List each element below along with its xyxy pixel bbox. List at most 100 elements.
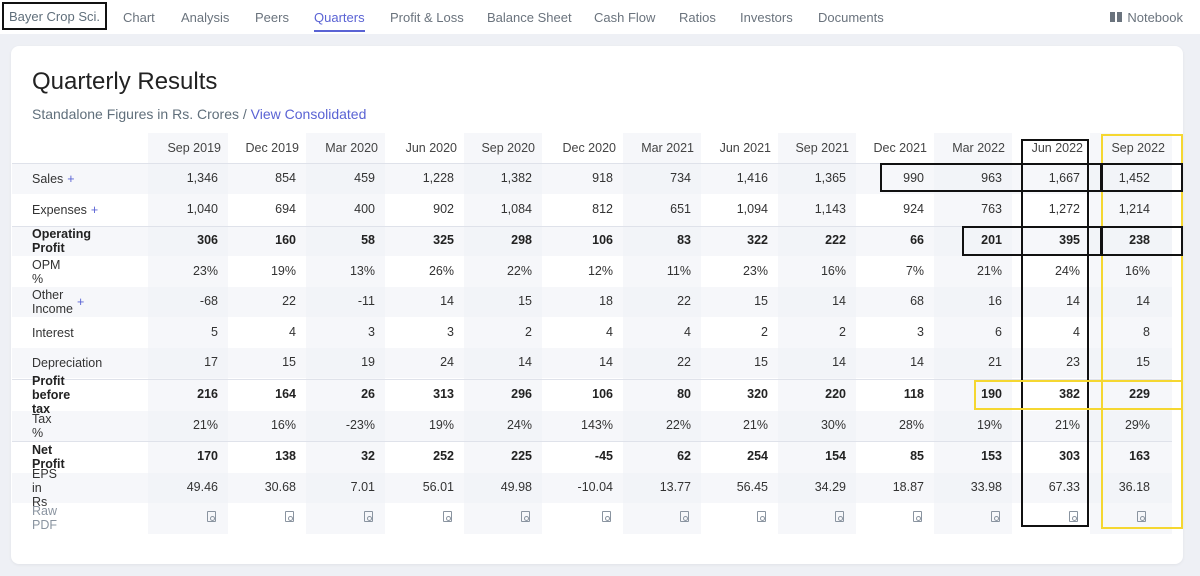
raw-pdf-link[interactable] bbox=[778, 511, 856, 525]
tab-peers[interactable]: Peers bbox=[255, 9, 289, 25]
table-cell: 19% bbox=[270, 264, 296, 278]
row-label[interactable]: Expenses + bbox=[32, 201, 98, 219]
table-cell: 22% bbox=[506, 264, 532, 278]
row-label-text: Depreciation bbox=[32, 356, 103, 370]
raw-pdf-link[interactable] bbox=[228, 511, 306, 525]
tab-documents[interactable]: Documents bbox=[818, 9, 884, 25]
table-cell: 2 bbox=[761, 325, 768, 339]
table-cell: 154 bbox=[825, 449, 846, 463]
column-header: Dec 2021 bbox=[873, 141, 927, 155]
table-cell: 651 bbox=[670, 202, 691, 216]
table-cell: 17 bbox=[204, 355, 218, 369]
tab-ratios[interactable]: Ratios bbox=[679, 9, 716, 25]
raw-pdf-link[interactable] bbox=[1090, 511, 1172, 525]
table-cell: 1,365 bbox=[814, 171, 846, 185]
table-cell: 252 bbox=[433, 449, 454, 463]
table-cell: 24 bbox=[440, 355, 454, 369]
table-cell: 763 bbox=[981, 202, 1002, 216]
pdf-icon bbox=[285, 511, 294, 522]
table-cell: 918 bbox=[592, 171, 613, 185]
company-name[interactable]: Bayer Crop Sci. bbox=[2, 2, 107, 30]
row-band bbox=[12, 226, 1172, 256]
raw-pdf-link[interactable] bbox=[856, 511, 934, 525]
table-cell: 14 bbox=[832, 355, 846, 369]
view-consolidated-link[interactable]: View Consolidated bbox=[250, 106, 367, 122]
pdf-icon bbox=[757, 511, 766, 522]
raw-pdf-link[interactable] bbox=[464, 511, 542, 525]
table-cell: 5 bbox=[211, 325, 218, 339]
column-header: Jun 2021 bbox=[719, 141, 771, 155]
raw-pdf-link[interactable] bbox=[1012, 511, 1090, 525]
table-cell: 225 bbox=[511, 449, 532, 463]
table-cell: 21% bbox=[742, 418, 768, 432]
table-cell: 153 bbox=[981, 449, 1002, 463]
row-band bbox=[12, 473, 1172, 503]
column-header: Jun 2022 bbox=[1031, 141, 1083, 155]
tab-investors[interactable]: Investors bbox=[740, 9, 793, 25]
table-cell: 21% bbox=[1054, 418, 1080, 432]
table-cell: 298 bbox=[511, 233, 532, 247]
table-cell: 24% bbox=[1054, 264, 1080, 278]
table-cell: 68 bbox=[910, 294, 924, 308]
table-cell: 963 bbox=[981, 171, 1002, 185]
tab-chart[interactable]: Chart bbox=[123, 9, 155, 25]
expand-plus-icon[interactable]: + bbox=[76, 295, 85, 309]
table-cell: 14 bbox=[440, 294, 454, 308]
table-cell: 14 bbox=[910, 355, 924, 369]
raw-pdf-link[interactable] bbox=[542, 511, 623, 525]
tab-cash-flow[interactable]: Cash Flow bbox=[594, 9, 656, 25]
raw-pdf-link[interactable] bbox=[701, 511, 778, 525]
table-cell: 56.01 bbox=[422, 480, 454, 494]
table-cell: 66 bbox=[910, 233, 924, 247]
tab-profit-loss[interactable]: Profit & Loss bbox=[390, 9, 464, 25]
table-cell: 13% bbox=[349, 264, 375, 278]
expand-plus-icon[interactable]: + bbox=[90, 203, 99, 217]
table-cell: 15 bbox=[1136, 355, 1150, 369]
row-label[interactable]: Other Income + bbox=[32, 288, 85, 316]
table-cell: 2 bbox=[839, 325, 846, 339]
row-label-text: Profit before tax bbox=[32, 374, 71, 416]
table-cell: 22% bbox=[665, 418, 691, 432]
tab-quarters[interactable]: Quarters bbox=[314, 0, 365, 34]
row-label[interactable]: Sales + bbox=[32, 170, 75, 188]
table-cell: 62 bbox=[677, 449, 691, 463]
column-header: Sep 2021 bbox=[795, 141, 849, 155]
pdf-icon bbox=[602, 511, 611, 522]
raw-pdf-link[interactable] bbox=[623, 511, 701, 525]
table-cell: 18 bbox=[599, 294, 613, 308]
table-cell: 3 bbox=[447, 325, 454, 339]
table-cell: 22 bbox=[677, 355, 691, 369]
table-cell: 15 bbox=[282, 355, 296, 369]
raw-pdf-link[interactable] bbox=[934, 511, 1012, 525]
table-cell: 3 bbox=[917, 325, 924, 339]
table-cell: 238 bbox=[1129, 233, 1150, 247]
table-cell: 138 bbox=[275, 449, 296, 463]
notebook-button[interactable]: Notebook bbox=[1110, 0, 1183, 34]
table-cell: 459 bbox=[354, 171, 375, 185]
column-header: Mar 2021 bbox=[641, 141, 694, 155]
table-cell: 1,452 bbox=[1118, 171, 1150, 185]
expand-plus-icon[interactable]: + bbox=[67, 172, 75, 186]
table-cell: 4 bbox=[1073, 325, 1080, 339]
table-cell: 13.77 bbox=[659, 480, 691, 494]
tab-balance-sheet[interactable]: Balance Sheet bbox=[487, 9, 572, 25]
column-header: Dec 2020 bbox=[562, 141, 616, 155]
table-cell: 164 bbox=[275, 387, 296, 401]
table-cell: 990 bbox=[903, 171, 924, 185]
raw-pdf-link[interactable] bbox=[385, 511, 464, 525]
table-cell: 7% bbox=[905, 264, 924, 278]
raw-pdf-link[interactable] bbox=[148, 511, 228, 525]
table-cell: 19% bbox=[428, 418, 454, 432]
table-cell: 21% bbox=[192, 418, 218, 432]
column-header: Sep 2020 bbox=[481, 141, 535, 155]
table-divider bbox=[12, 379, 1172, 380]
raw-pdf-link[interactable] bbox=[306, 511, 385, 525]
row-label: Interest bbox=[32, 324, 74, 342]
tab-analysis[interactable]: Analysis bbox=[181, 9, 230, 25]
table-cell: 163 bbox=[1129, 449, 1150, 463]
row-label: Tax % bbox=[32, 412, 51, 440]
column-band bbox=[148, 133, 228, 534]
table-cell: 395 bbox=[1059, 233, 1080, 247]
subtitle-text: Standalone Figures in Rs. Crores / bbox=[32, 106, 247, 122]
table-cell: 325 bbox=[433, 233, 454, 247]
